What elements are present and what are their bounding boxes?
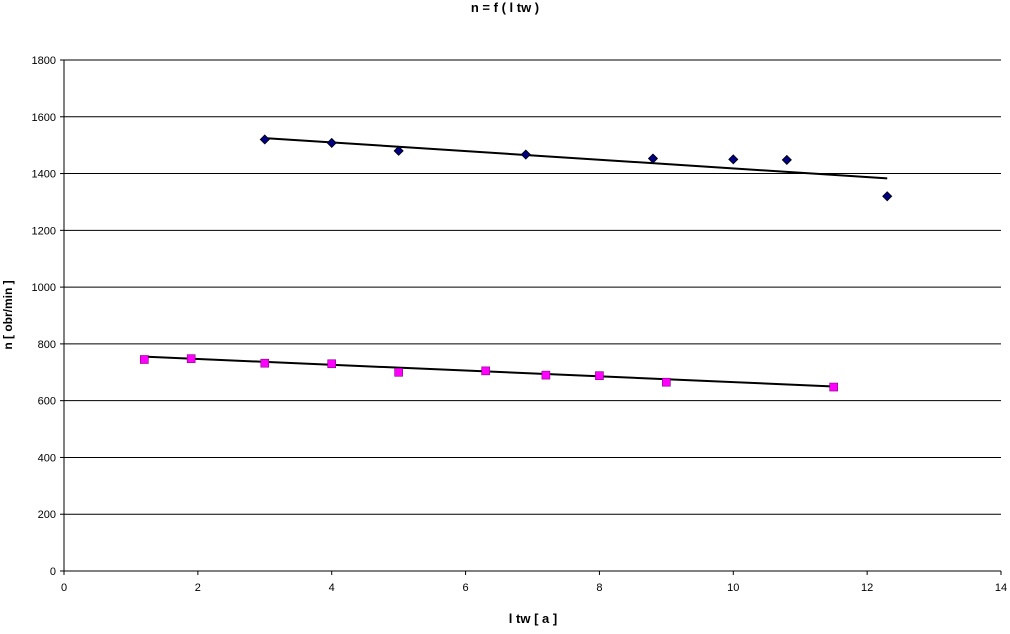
data-point-square [394,367,403,377]
chart-title: n = f ( l tw ) [470,0,540,15]
x-tick-label: 0 [61,582,67,594]
trendline-1 [264,137,888,180]
data-point-square [140,355,149,364]
x-tick-label: 6 [463,582,469,594]
y-tick-label: 1600 [32,112,56,124]
y-tick-label: 400 [38,452,56,464]
data-point-square [541,370,551,380]
data-point-diamond [647,153,659,164]
x-tick-label: 8 [596,582,602,594]
data-point-diamond [520,149,531,160]
y-axis-title: n [ obr/min ] [1,280,15,350]
y-tick-label: 1400 [32,169,56,181]
data-point-diamond [259,134,270,145]
y-tick-label: 800 [38,339,56,351]
data-point-square [327,359,337,369]
x-tick-label: 14 [995,582,1007,594]
data-point-square [260,358,270,368]
y-tick-label: 0 [50,566,56,578]
y-tick-label: 1800 [32,55,56,67]
data-point-diamond [882,191,893,202]
data-point-square [186,354,196,363]
y-tick-label: 1200 [32,225,56,237]
data-point-square [595,371,604,380]
x-tick-label: 10 [727,582,739,594]
x-tick-label: 12 [861,582,873,594]
y-tick-label: 1000 [32,282,56,294]
x-tick-label: 4 [329,582,335,594]
data-point-square [829,382,838,392]
data-point-diamond [326,137,337,148]
x-tick-label: 2 [195,582,201,594]
data-point-square [481,366,490,376]
data-point-diamond [728,154,739,165]
data-point-square [662,377,671,387]
data-point-diamond [781,154,792,165]
y-tick-label: 200 [38,509,56,521]
x-axis-title: l tw [ a ] [508,611,558,626]
y-tick-label: 600 [38,396,56,408]
data-point-diamond [393,145,404,156]
